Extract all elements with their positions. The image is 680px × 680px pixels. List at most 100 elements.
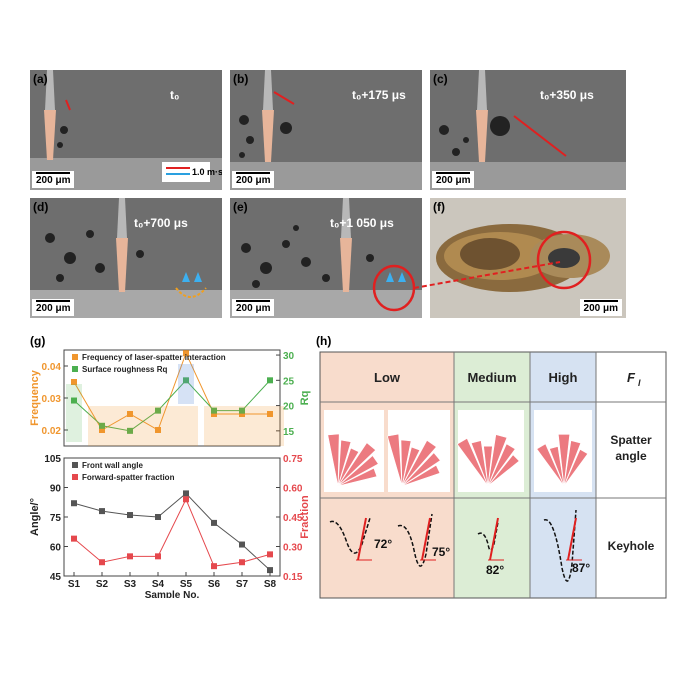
panel-f: (f) 200 μm bbox=[430, 198, 626, 318]
ylabel-right-1: Fraction bbox=[299, 495, 311, 539]
panel-c: (c) t₀+350 μs 200 μm bbox=[430, 70, 626, 190]
panel-e: (e) t₀+1 050 μs 200 μm bbox=[230, 198, 422, 318]
keyhole-front-wall-2 bbox=[489, 517, 499, 561]
point-1-left-6 bbox=[239, 541, 245, 548]
panel-a-scale: 200 μm bbox=[32, 171, 75, 188]
highlight-s5 bbox=[178, 364, 194, 404]
xtick-label-5: S6 bbox=[208, 579, 221, 590]
point-0-left-2 bbox=[127, 411, 133, 417]
point-0-right-2 bbox=[127, 427, 133, 434]
rose-petal-2-5 bbox=[456, 437, 489, 487]
rose-petal-3-0 bbox=[563, 448, 589, 487]
highlight-s6-s8 bbox=[204, 406, 284, 446]
rose-petal-1-1 bbox=[401, 452, 441, 487]
table-frame bbox=[319, 351, 667, 599]
rose-petal-3-3 bbox=[549, 446, 565, 487]
panel-c-time: t₀+350 μs bbox=[540, 88, 594, 102]
point-1-right-5 bbox=[211, 563, 217, 570]
point-0-right-5 bbox=[211, 407, 217, 414]
point-1-right-6 bbox=[239, 559, 245, 566]
rose-petal-0-3 bbox=[337, 447, 360, 487]
ytick-label-right-0-3: 30 bbox=[283, 351, 295, 362]
rose-petal-2-2 bbox=[487, 434, 508, 487]
series-line-0-left bbox=[73, 351, 270, 431]
point-1-right-7 bbox=[267, 551, 273, 558]
ytick-label-right-1-3: 0.60 bbox=[283, 484, 303, 495]
legend-swatch-0-1 bbox=[72, 366, 78, 372]
point-0-right-1 bbox=[99, 422, 105, 429]
ytick-label-right-1-1: 0.30 bbox=[283, 543, 303, 554]
point-0-right-6 bbox=[239, 407, 245, 414]
keyhole-front-wall-1 bbox=[421, 517, 431, 561]
point-1-right-2 bbox=[127, 553, 133, 560]
xtick-label-1: S2 bbox=[96, 579, 109, 590]
point-1-right-3 bbox=[155, 553, 161, 560]
panel-d-time: t₀+700 μs bbox=[134, 216, 188, 230]
xtick-label-4: S5 bbox=[180, 579, 193, 590]
rose-petal-3-4 bbox=[536, 443, 565, 487]
legend-swatch-1-0 bbox=[72, 462, 78, 468]
legend-label-1-1: Forward-spatter fraction bbox=[82, 473, 175, 482]
point-1-right-4 bbox=[183, 496, 189, 503]
ytick-label-right-0-0: 15 bbox=[283, 427, 295, 438]
panel-d: (d) t₀+700 μs 200 μm bbox=[30, 198, 222, 318]
panel-f-label: (f) bbox=[433, 200, 445, 214]
series-line-0-right bbox=[73, 379, 271, 432]
rose-petal-0-1 bbox=[337, 455, 379, 487]
keyhole-angle-3: 87° bbox=[572, 561, 590, 575]
ytick-label-left-0-1: 0.03 bbox=[42, 394, 62, 405]
chart-g: 0.02 0.03 0.04 15 20 25 30 Frequency Rq Frequency… bbox=[29, 349, 311, 598]
ylabel-left-0: Frequency bbox=[29, 369, 41, 426]
point-0-left-3 bbox=[155, 427, 161, 433]
point-1-left-3 bbox=[155, 514, 161, 520]
point-1-left-5 bbox=[211, 519, 217, 526]
point-0-left-5 bbox=[211, 411, 217, 417]
keyhole-outline-3 bbox=[543, 509, 577, 582]
panel-c-scale: 200 μm bbox=[432, 171, 475, 188]
rose-petal-1-2 bbox=[401, 439, 437, 487]
ytick-label-left-1-3: 90 bbox=[50, 484, 62, 495]
rose-petal-2-4 bbox=[470, 440, 489, 487]
panel-d-scale: 200 μm bbox=[32, 299, 75, 316]
col-header-medium: Medium bbox=[467, 370, 516, 385]
point-1-left-2 bbox=[127, 512, 133, 519]
panel-c-label: (c) bbox=[433, 72, 448, 86]
panel-h-label: (h) bbox=[316, 334, 332, 348]
point-1-left-1 bbox=[99, 508, 105, 515]
rose-petal-0-4 bbox=[337, 439, 352, 487]
point-1-left-4 bbox=[183, 490, 189, 497]
velocity-legend: 1.0 m·s⁻¹ bbox=[192, 167, 222, 177]
col-header-high: High bbox=[549, 370, 578, 385]
highlight-s1 bbox=[66, 384, 82, 442]
panel-b-time: t₀+175 μs bbox=[352, 88, 406, 102]
point-1-right-0 bbox=[71, 535, 77, 542]
point-0-left-0 bbox=[71, 379, 77, 385]
xtick-label-7: S8 bbox=[264, 579, 277, 590]
rose-petal-0-0 bbox=[337, 467, 378, 487]
fl-header: F bbox=[627, 370, 636, 385]
panel-a: (a) t₀ 1.0 m·s⁻¹ 200 μm bbox=[30, 70, 222, 190]
xtick-label-3: S4 bbox=[152, 579, 165, 590]
keyhole-angle-2: 82° bbox=[486, 563, 504, 577]
row-label-spatter-1: Spatter bbox=[610, 433, 652, 447]
point-0-right-3 bbox=[155, 407, 161, 414]
panel-e-label: (e) bbox=[233, 200, 248, 214]
ytick-label-left-0-0: 0.02 bbox=[42, 426, 62, 437]
point-1-right-1 bbox=[99, 559, 105, 566]
legend-label-0-0: Frequency of laser-spatter interaction bbox=[82, 353, 226, 362]
ytick-label-right-1-4: 0.75 bbox=[283, 454, 303, 465]
ytick-label-right-0-2: 25 bbox=[283, 376, 295, 387]
panel-f-scale: 200 μm bbox=[579, 299, 622, 316]
rose-petal-1-0 bbox=[401, 464, 441, 487]
ytick-label-right-0-1: 20 bbox=[283, 402, 295, 413]
row-label-keyhole: Keyhole bbox=[608, 539, 655, 553]
ylabel-left-1: Angle/° bbox=[29, 498, 41, 536]
xtick-label-2: S3 bbox=[124, 579, 137, 590]
series-line-1-right bbox=[73, 498, 271, 567]
point-1-left-0 bbox=[71, 500, 77, 507]
panel-a-label: (a) bbox=[33, 72, 48, 86]
legend-label-0-1: Surface roughness Rq bbox=[82, 365, 167, 374]
keyhole-angle-0: 72° bbox=[374, 537, 392, 551]
rose-petal-1-3 bbox=[401, 446, 421, 487]
ytick-label-right-1-0: 0.15 bbox=[283, 572, 303, 583]
